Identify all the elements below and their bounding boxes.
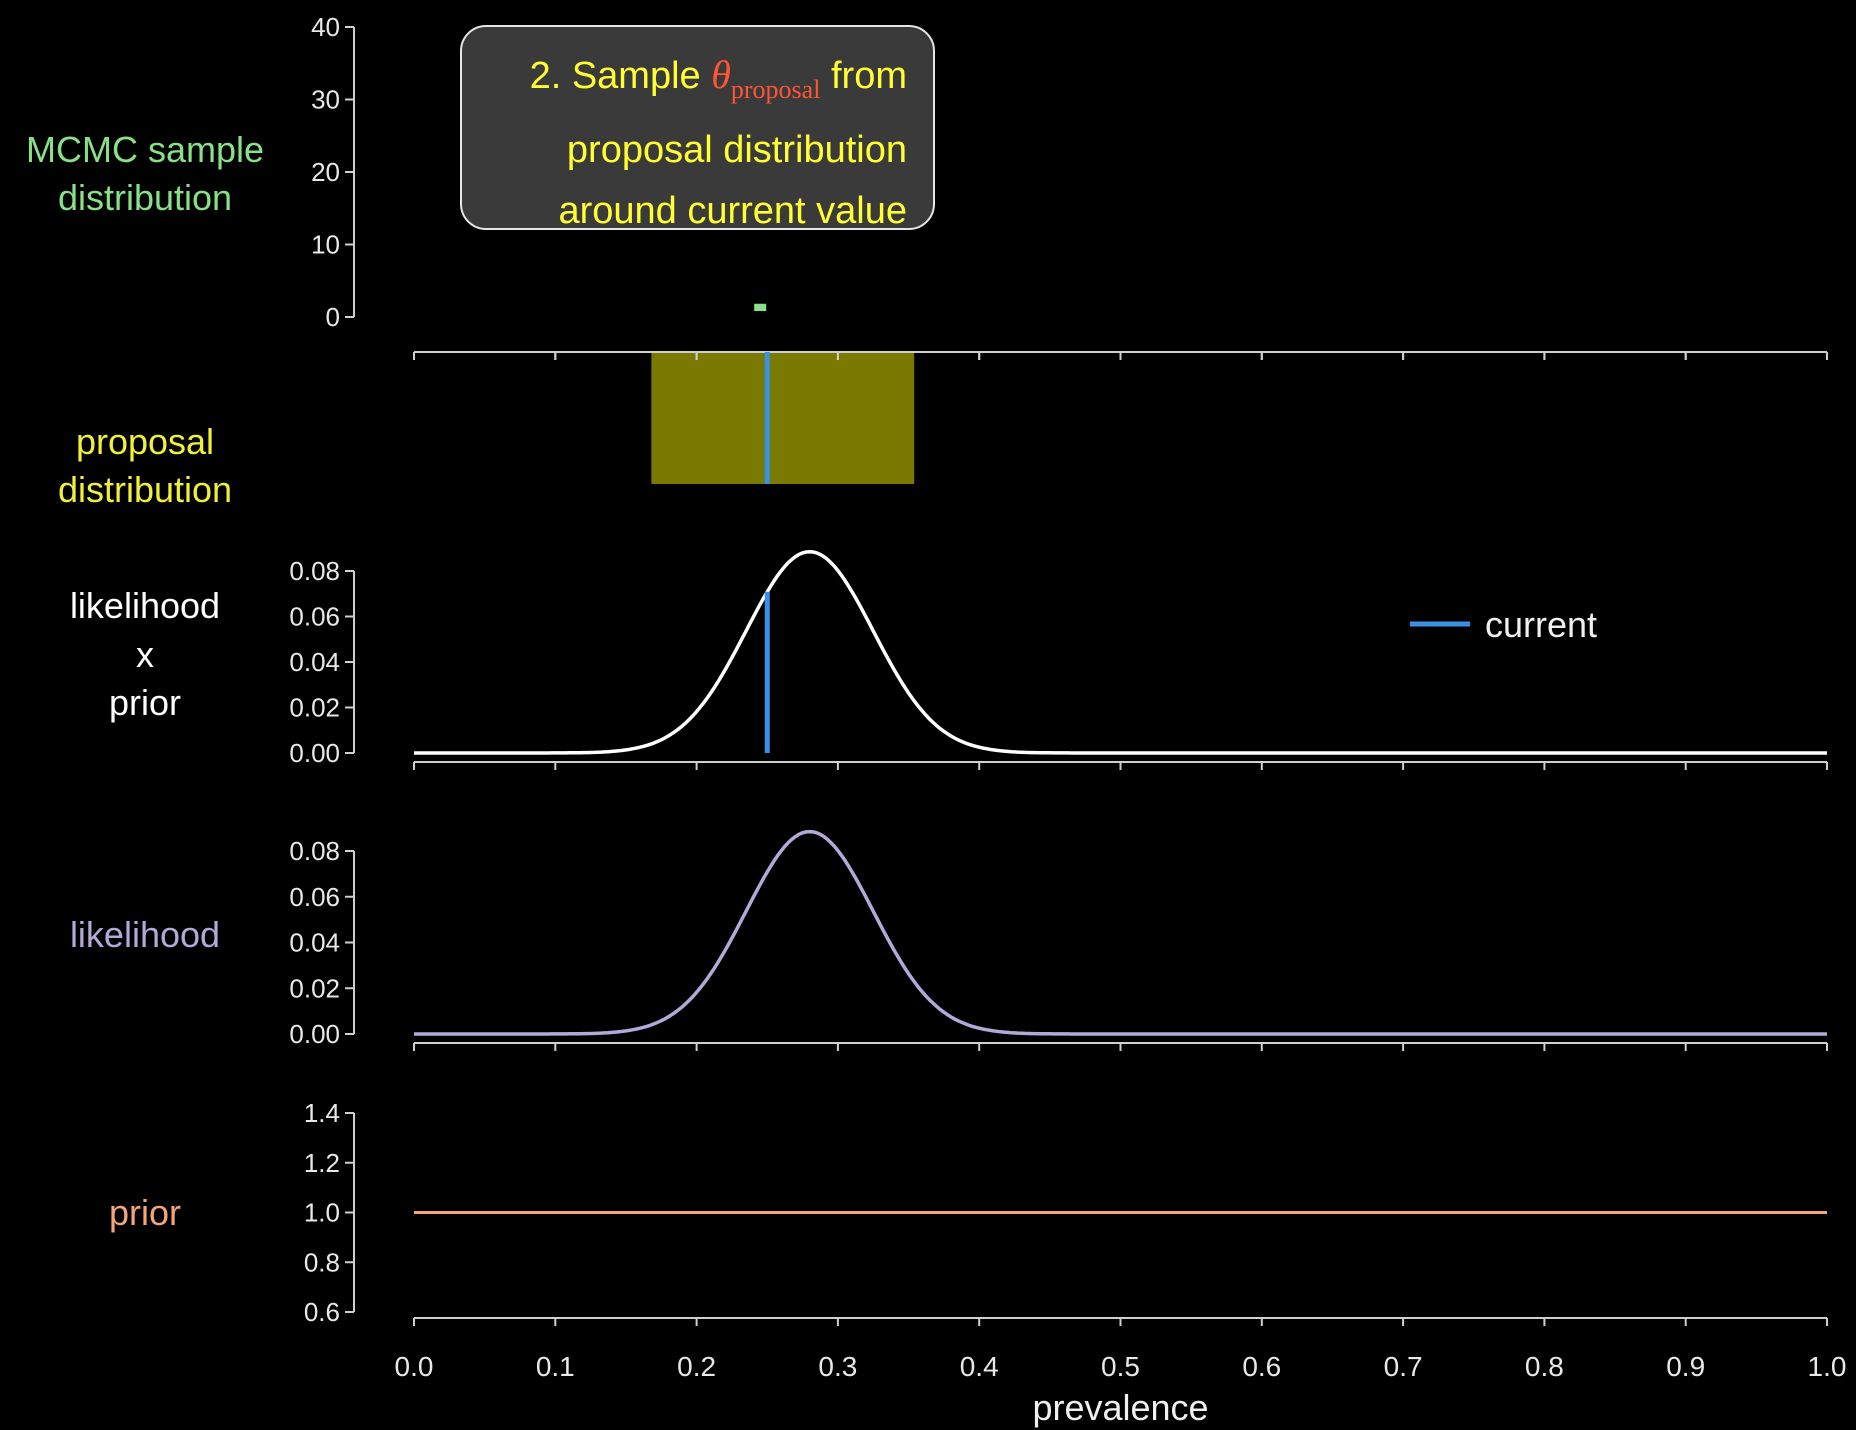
fill-layer bbox=[651, 352, 915, 484]
prior-panel-label: prior bbox=[109, 1192, 181, 1233]
likelihood-y-tick-label: 0.00 bbox=[289, 1019, 340, 1049]
prior-y-tick-label: 0.6 bbox=[304, 1297, 340, 1327]
likelihood-y-tick-label: 0.04 bbox=[289, 928, 340, 958]
x-axis-title: prevalence bbox=[1032, 1387, 1208, 1428]
x-tick-label: 0.3 bbox=[818, 1351, 857, 1382]
theta-subscript: proposal bbox=[730, 75, 821, 104]
posterior-y-tick-label: 0.08 bbox=[289, 556, 340, 586]
x-tick-label: 0.5 bbox=[1101, 1351, 1140, 1382]
posterior-y-tick-label: 0.04 bbox=[289, 647, 340, 677]
posterior-y-tick-label: 0.06 bbox=[289, 602, 340, 632]
theta-symbol: θ bbox=[711, 52, 731, 97]
marks-layer bbox=[414, 303, 1827, 1214]
x-tick-label: 0.1 bbox=[536, 1351, 575, 1382]
posterior-y-tick-label: 0.00 bbox=[289, 738, 340, 768]
x-tick-label: 0.2 bbox=[677, 1351, 716, 1382]
x-tick-label: 0.0 bbox=[395, 1351, 434, 1382]
callout-suffix: from bbox=[820, 55, 907, 97]
x-tick-label: 0.4 bbox=[960, 1351, 999, 1382]
legend-current-label: current bbox=[1485, 604, 1597, 645]
callout-line-1: 2. Sample θproposal from bbox=[462, 44, 907, 120]
likelihood-y-tick-label: 0.02 bbox=[289, 973, 340, 1003]
labels-layer: 0 10 20 30 40 0.00 0.02 0.04 0.06 0.08 0.00 0.02 0.0… bbox=[26, 12, 1846, 1428]
mcmc-y-tick-label: 10 bbox=[311, 230, 340, 260]
proposal-panel-label: distribution bbox=[58, 469, 232, 510]
mcmc-sample-bar bbox=[754, 303, 767, 311]
proposal-panel-label: proposal bbox=[76, 421, 214, 462]
axes-layer bbox=[345, 26, 1828, 1326]
likelihood-panel-label: likelihood bbox=[70, 914, 220, 955]
step-callout: 2. Sample θproposal from proposal distri… bbox=[460, 25, 935, 232]
callout-prefix: 2. Sample bbox=[529, 55, 712, 97]
x-tick-label: 1.0 bbox=[1808, 1351, 1847, 1382]
x-tick-label: 0.7 bbox=[1384, 1351, 1423, 1382]
mcmc-y-tick-label: 20 bbox=[311, 157, 340, 187]
x-tick-label: 0.9 bbox=[1666, 1351, 1705, 1382]
mcmc-y-tick-label: 40 bbox=[311, 12, 340, 42]
proposal-range-rect bbox=[651, 352, 915, 484]
likelihood-curve bbox=[414, 829, 1827, 1036]
likelihood-y-tick-label: 0.06 bbox=[289, 882, 340, 912]
mcmc-panel-label: distribution bbox=[58, 177, 232, 218]
posterior-y-tick-label: 0.02 bbox=[289, 693, 340, 723]
likelihood-y-tick-label: 0.08 bbox=[289, 836, 340, 866]
prior-y-tick-label: 1.4 bbox=[304, 1098, 340, 1128]
prior-y-tick-label: 1.2 bbox=[304, 1148, 340, 1178]
callout-line-2: proposal distribution bbox=[566, 129, 907, 171]
posterior-panel-label: likelihood bbox=[70, 585, 220, 626]
mcmc-y-tick-label: 30 bbox=[311, 85, 340, 115]
prior-y-tick-label: 1.0 bbox=[304, 1198, 340, 1228]
posterior-panel-label: prior bbox=[109, 682, 181, 723]
mcmc-y-tick-label: 0 bbox=[326, 302, 340, 332]
callout-line-3: around current value bbox=[558, 190, 907, 232]
posterior-panel-label: x bbox=[136, 634, 154, 675]
posterior-curve bbox=[414, 549, 1827, 755]
prior-y-tick-label: 0.8 bbox=[304, 1247, 340, 1277]
x-tick-label: 0.8 bbox=[1525, 1351, 1564, 1382]
x-tick-label: 0.6 bbox=[1242, 1351, 1281, 1382]
mcmc-panel-label: MCMC sample bbox=[26, 129, 264, 170]
